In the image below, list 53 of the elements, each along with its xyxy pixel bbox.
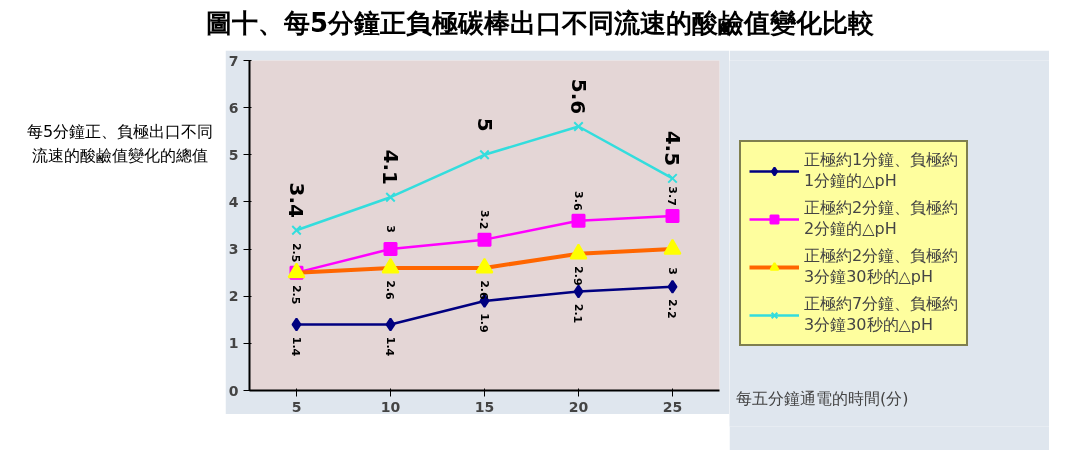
data-label: 1.4 (383, 336, 397, 357)
point (385, 317, 396, 332)
data-label: 1.4 (289, 336, 303, 357)
data-label: 3 (383, 225, 397, 233)
point (667, 279, 678, 294)
x-tick-label: 5 (291, 398, 302, 415)
y-tick-label: 3 (228, 241, 239, 258)
chart-title: 圖十、每5分鐘正負極碳棒出口不同流速的酸鹼值變化比較 (205, 7, 875, 40)
point (383, 242, 398, 257)
data-label: 2.5 (289, 242, 303, 263)
point (291, 224, 302, 236)
data-label: 4.5 (660, 130, 685, 167)
y-axis-title: 每5分鐘正、負極出口不同流速的酸鹼值變化的總值 (25, 121, 215, 167)
point (667, 173, 678, 184)
x-tick-label: 15 (474, 398, 495, 415)
point (479, 149, 490, 161)
data-label: 3.6 (571, 191, 585, 211)
y-tick-label: 4 (228, 193, 239, 210)
data-label: 3.2 (477, 209, 491, 230)
x-tick-label: 20 (568, 398, 589, 415)
legend-label: 正極約7分鐘、負極約 3分鐘30秒的△pH (804, 294, 959, 336)
data-label: 3 (665, 267, 679, 275)
y-tick-label: 6 (228, 99, 239, 116)
point (573, 284, 584, 299)
data-label: 4.1 (378, 149, 403, 185)
y-tick-label: 7 (228, 52, 239, 69)
point (385, 191, 396, 203)
x-tick-label: 10 (380, 398, 401, 415)
data-label: 2.5 (289, 284, 303, 305)
data-label: 5 (472, 117, 497, 132)
legend-label: 正極約2分鐘、負極約 2分鐘的△pH (804, 198, 959, 240)
y-tick-label: 5 (228, 146, 239, 163)
point (477, 232, 492, 247)
legend-label: 正極約2分鐘、負極約 3分鐘30秒的△pH (804, 246, 959, 288)
x-tick-label: 25 (662, 398, 683, 415)
data-label: 2.2 (665, 299, 679, 319)
y-tick-label: 0 (228, 382, 239, 399)
data-label: 2.1 (571, 303, 585, 324)
y-tick-label: 2 (228, 288, 239, 305)
data-label: 1.9 (477, 313, 491, 333)
data-label: 5.6 (566, 78, 591, 115)
data-label: 3.4 (284, 182, 309, 218)
legend-label: 正極約1分鐘、負極約 1分鐘的△pH (804, 150, 959, 192)
x-axis-title: 每五分鐘通電的時間(分) (735, 389, 909, 409)
data-label: 2.6 (477, 280, 491, 301)
point (571, 213, 586, 228)
point (665, 209, 680, 224)
point (573, 121, 584, 132)
data-label: 2.9 (571, 266, 585, 286)
point (291, 317, 302, 332)
y-tick-label: 1 (228, 335, 239, 352)
data-label: 3.7 (665, 186, 679, 206)
data-label: 2.6 (383, 280, 397, 301)
